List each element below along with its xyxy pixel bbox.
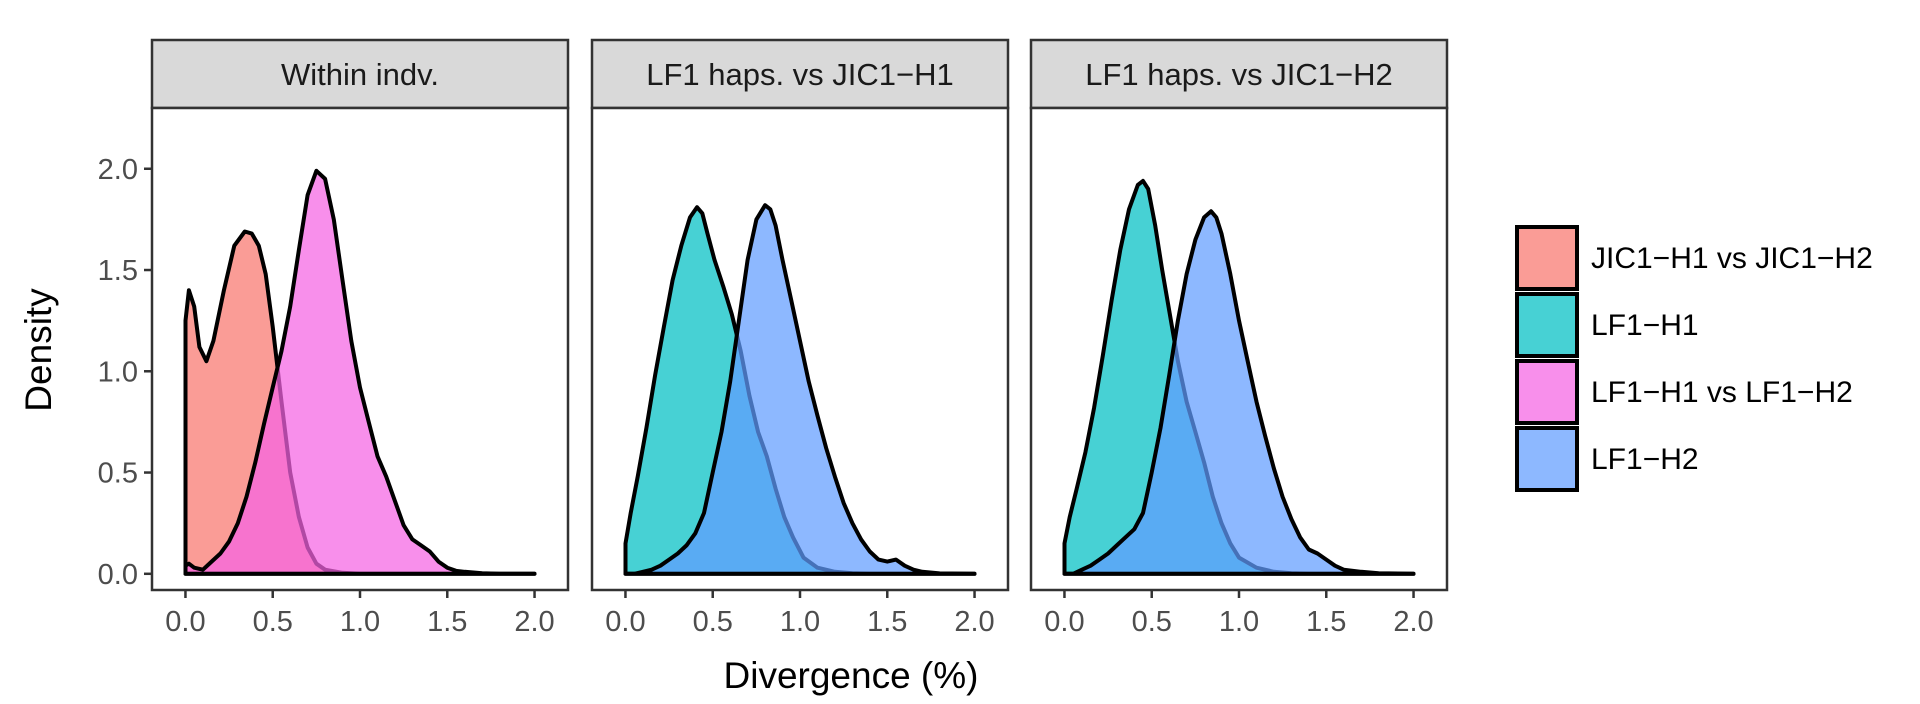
facet-strip xyxy=(150,38,570,110)
facet-strip-title: LF1 haps. vs JIC1−H2 xyxy=(1085,57,1393,92)
legend-key xyxy=(1515,225,1579,291)
legend-key xyxy=(1515,426,1579,492)
facet-panel: Within indv. 0.0 0.5 1.0 1.5 2.0 0.0 0.5 1.0 1.5 2… xyxy=(98,38,570,638)
y-tick-label: 0.0 xyxy=(98,559,138,591)
legend-label: LF1−H1 xyxy=(1591,309,1699,342)
facet-panels: Within indv. 0.0 0.5 1.0 1.5 2.0 0.0 0.5 1.0 1.5 2… xyxy=(98,38,1449,638)
x-tick-label: 0.5 xyxy=(1132,606,1172,638)
x-tick-label: 1.0 xyxy=(1219,606,1259,638)
legend: JIC1−H1 vs JIC1−H2 LF1−H1 LF1−H1 vs LF1−H2… xyxy=(1515,225,1873,492)
facet-panel: LF1 haps. vs JIC1−H2 0.0 0.5 1.0 1.5 2.0 xyxy=(1029,38,1449,638)
facet-strip-title: LF1 haps. vs JIC1−H1 xyxy=(646,57,954,92)
legend-label: JIC1−H1 vs JIC1−H2 xyxy=(1591,242,1873,275)
x-tick-label: 1.5 xyxy=(867,606,907,638)
x-tick-label: 1.5 xyxy=(427,606,467,638)
facet-strip-title: Within indv. xyxy=(281,57,439,92)
y-tick-label: 1.0 xyxy=(98,356,138,388)
legend-key xyxy=(1515,292,1579,358)
y-tick-label: 0.5 xyxy=(98,458,138,490)
x-tick-label: 2.0 xyxy=(514,606,554,638)
x-tick-label: 2.0 xyxy=(1393,606,1433,638)
legend-key xyxy=(1515,359,1579,425)
legend-label: LF1−H2 xyxy=(1591,443,1699,476)
facet-panel: LF1 haps. vs JIC1−H1 0.0 0.5 1.0 1.5 2.0 xyxy=(590,38,1010,638)
x-tick-label: 0.5 xyxy=(693,606,733,638)
x-tick-label: 2.0 xyxy=(954,606,994,638)
x-tick-label: 0.0 xyxy=(605,606,645,638)
density-area-lf1-h2 xyxy=(623,203,977,576)
legend-label: LF1−H1 vs LF1−H2 xyxy=(1591,376,1853,409)
x-tick-label: 1.0 xyxy=(340,606,380,638)
density-area-lf1-h1-vs-lf1-h2 xyxy=(183,168,537,576)
x-tick-label: 0.0 xyxy=(1044,606,1084,638)
x-tick-label: 1.0 xyxy=(780,606,820,638)
facet-strip xyxy=(590,38,1010,110)
x-tick-label: 0.5 xyxy=(253,606,293,638)
y-tick-label: 1.5 xyxy=(98,255,138,287)
x-axis-title: Divergence (%) xyxy=(724,655,979,696)
x-tick-label: 1.5 xyxy=(1306,606,1346,638)
density-area-lf1-h2 xyxy=(1062,209,1416,576)
y-axis-title: Density xyxy=(18,288,59,412)
y-tick-label: 2.0 xyxy=(98,154,138,186)
facet-strip xyxy=(1029,38,1449,110)
x-tick-label: 0.0 xyxy=(165,606,205,638)
